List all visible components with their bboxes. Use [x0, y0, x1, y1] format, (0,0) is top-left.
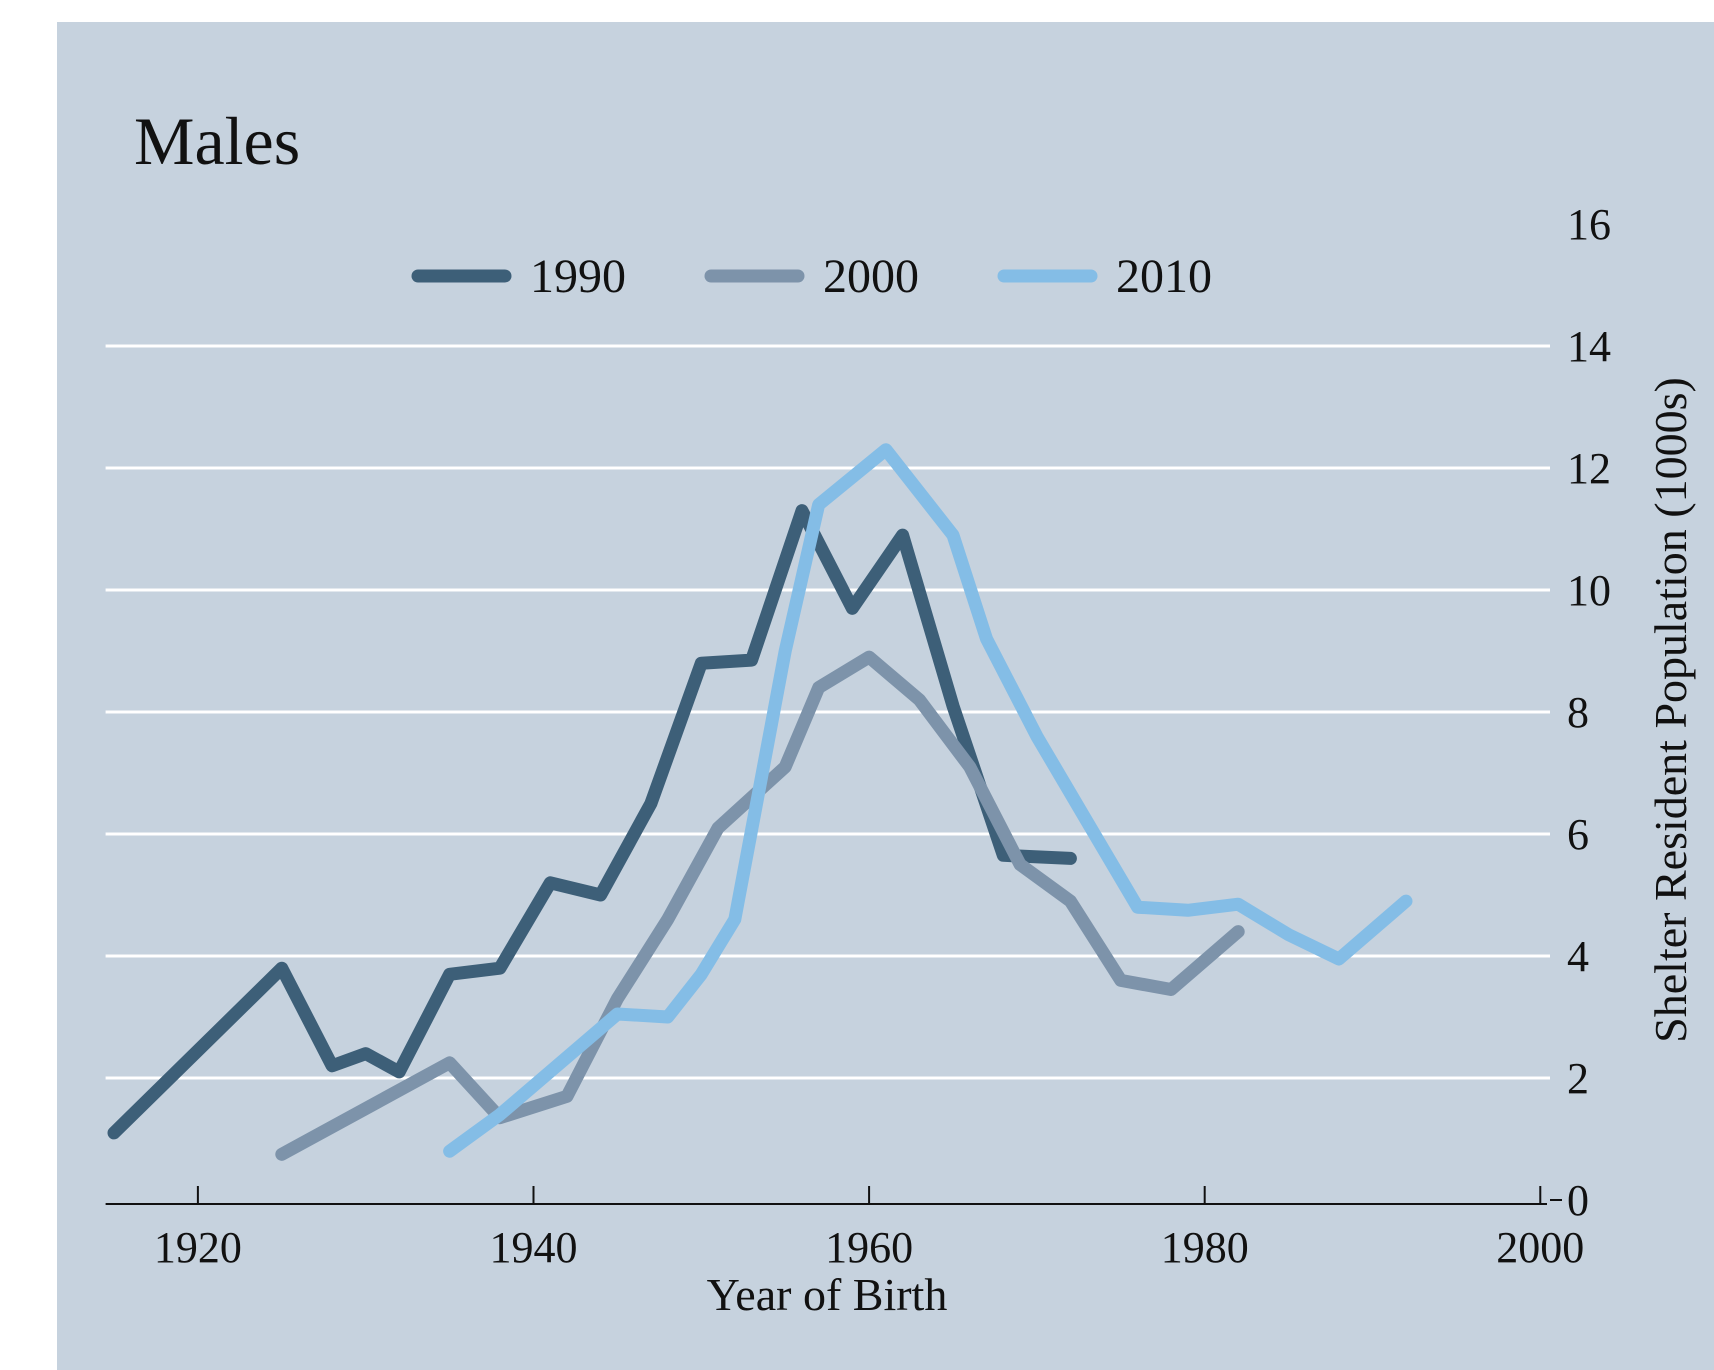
series-line: [443, 443, 1413, 1158]
chart-title: Males: [134, 103, 300, 179]
y-tick-label: 8: [1567, 688, 1589, 737]
y-tick-label: 2: [1567, 1054, 1589, 1103]
y-tick-label: 4: [1567, 932, 1589, 981]
series-line: [275, 650, 1245, 1161]
y-tick-label: 6: [1567, 810, 1589, 859]
legend-label: 1990: [530, 250, 626, 303]
x-tick-label: 1920: [154, 1223, 242, 1272]
y-tick-label: 12: [1567, 444, 1611, 493]
x-tick-label: 1960: [825, 1223, 913, 1272]
legend-label: 2010: [1116, 250, 1212, 303]
y-tick-label: 10: [1567, 566, 1611, 615]
x-tick-label: 1980: [1161, 1223, 1249, 1272]
x-axis-label: Year of Birth: [707, 1269, 948, 1320]
series-line: [107, 504, 1077, 1140]
x-tick-label: 1940: [489, 1223, 577, 1272]
y-tick-label: 0: [1567, 1176, 1589, 1225]
x-tick-label: 2000: [1496, 1223, 1584, 1272]
y-axis-label: Shelter Resident Population (1000s): [1645, 377, 1696, 1043]
legend-label: 2000: [823, 250, 919, 303]
y-tick-label: 16: [1567, 200, 1611, 249]
panel-background: [57, 22, 1714, 1370]
y-tick-label: 14: [1567, 322, 1611, 371]
